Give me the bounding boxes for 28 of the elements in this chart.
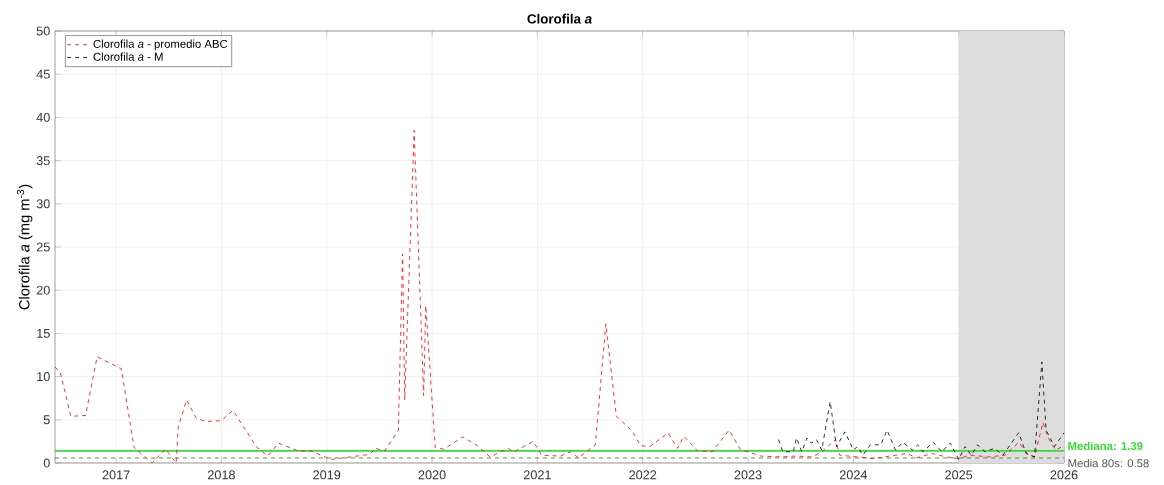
x-tick-label: 2024	[839, 470, 868, 480]
y-tick-label: 50	[36, 26, 50, 36]
y-tick-label: 30	[36, 199, 50, 209]
y-tick-label: 35	[36, 156, 50, 166]
x-tick-label: 2021	[523, 470, 551, 480]
y-tick-label: 15	[37, 328, 50, 338]
legend-label: Clorofila a - M	[93, 52, 163, 61]
x-tick-label: 2019	[313, 470, 341, 480]
x-tick-label: 2020	[418, 470, 446, 480]
y-tick-label: 0	[43, 458, 50, 468]
y-tick-label: 20	[36, 285, 50, 295]
y-axis-title: Clorofila a (mg m$^{-3}$)	[16, 184, 33, 310]
x-tick-label: 2017	[102, 470, 130, 480]
y-tick-label: 45	[36, 69, 50, 79]
legend-label: Clorofila a - promedio ABC	[93, 39, 228, 51]
x-tick-label: 2025	[945, 470, 973, 480]
y-tick-label: 5	[43, 415, 50, 425]
ref-line-label: Mediana: 1.39	[1068, 441, 1143, 451]
line-series	[778, 361, 1065, 460]
x-tick-label: 2023	[734, 470, 762, 480]
ref-line-label: Media 80s: 0.58	[1068, 458, 1149, 468]
chart-title: Clorofila a	[527, 13, 592, 24]
y-tick-label: 40	[36, 112, 50, 122]
x-tick-label: 2018	[207, 470, 235, 480]
y-tick-label: 10	[37, 372, 50, 382]
x-tick-label: 2022	[629, 470, 657, 480]
x-tick-label: 2026	[1050, 470, 1078, 480]
y-tick-label: 25	[36, 242, 50, 252]
